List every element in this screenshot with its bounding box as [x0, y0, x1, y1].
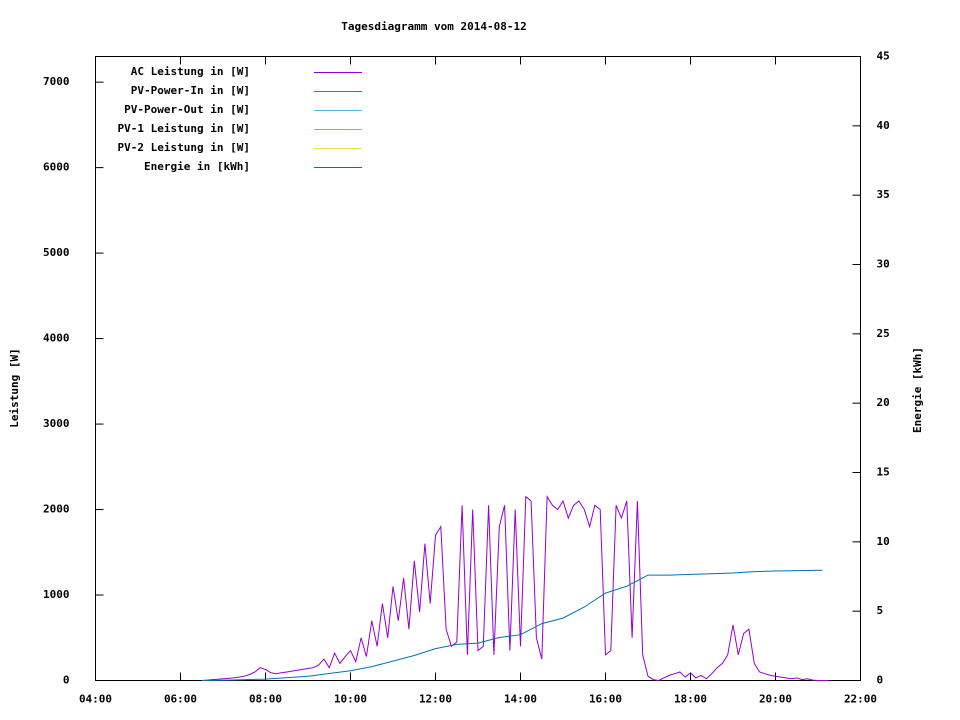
y-tick-label: 7000	[43, 75, 70, 88]
legend-label: PV-Power-In in [W]	[131, 84, 250, 97]
y2-tick-label: 10	[877, 535, 890, 548]
x-tick-label: 10:00	[334, 693, 367, 706]
y2-tick-label: 30	[877, 258, 890, 271]
x-tick-label: 20:00	[759, 693, 792, 706]
y2-tick-label: 35	[877, 188, 890, 201]
plot-frame	[95, 56, 861, 681]
y-tick-label: 4000	[43, 332, 70, 345]
series-line	[201, 495, 829, 682]
x-tick-label: 16:00	[589, 693, 622, 706]
y2-tick-label: 0	[877, 674, 884, 687]
y-tick-label: 2000	[43, 503, 70, 516]
y2-tick-label: 15	[877, 466, 890, 479]
legend-label: PV-1 Leistung in [W]	[118, 122, 250, 135]
legend-label: AC Leistung in [W]	[131, 65, 250, 78]
x-tick-label: 08:00	[249, 693, 282, 706]
x-tick-label: 06:00	[164, 693, 197, 706]
y-tick-label: 3000	[43, 417, 70, 430]
y-tick-label: 5000	[43, 246, 70, 259]
legend-label: Energie in [kWh]	[144, 160, 250, 173]
chart-title: Tagesdiagramm vom 2014-08-12	[341, 20, 526, 33]
y2-tick-label: 25	[877, 327, 890, 340]
y2-tick-label: 45	[877, 50, 890, 63]
series-line	[201, 569, 823, 681]
y2-tick-label: 5	[877, 604, 884, 617]
x-tick-label: 04:00	[79, 693, 112, 706]
x-tick-label: 14:00	[504, 693, 537, 706]
y-axis-label: Leistung [W]	[8, 348, 21, 427]
y-tick-label: 0	[63, 674, 70, 687]
y2-tick-label: 20	[877, 396, 890, 409]
y2-tick-label: 40	[877, 119, 890, 132]
y-tick-label: 1000	[43, 588, 70, 601]
legend-label: PV-Power-Out in [W]	[124, 103, 250, 116]
y-tick-label: 6000	[43, 161, 70, 174]
x-tick-label: 12:00	[419, 693, 452, 706]
x-tick-label: 22:00	[844, 693, 877, 706]
x-tick-label: 18:00	[674, 693, 707, 706]
y2-axis-label: Energie [kWh]	[911, 347, 924, 433]
legend-label: PV-2 Leistung in [W]	[118, 141, 250, 154]
